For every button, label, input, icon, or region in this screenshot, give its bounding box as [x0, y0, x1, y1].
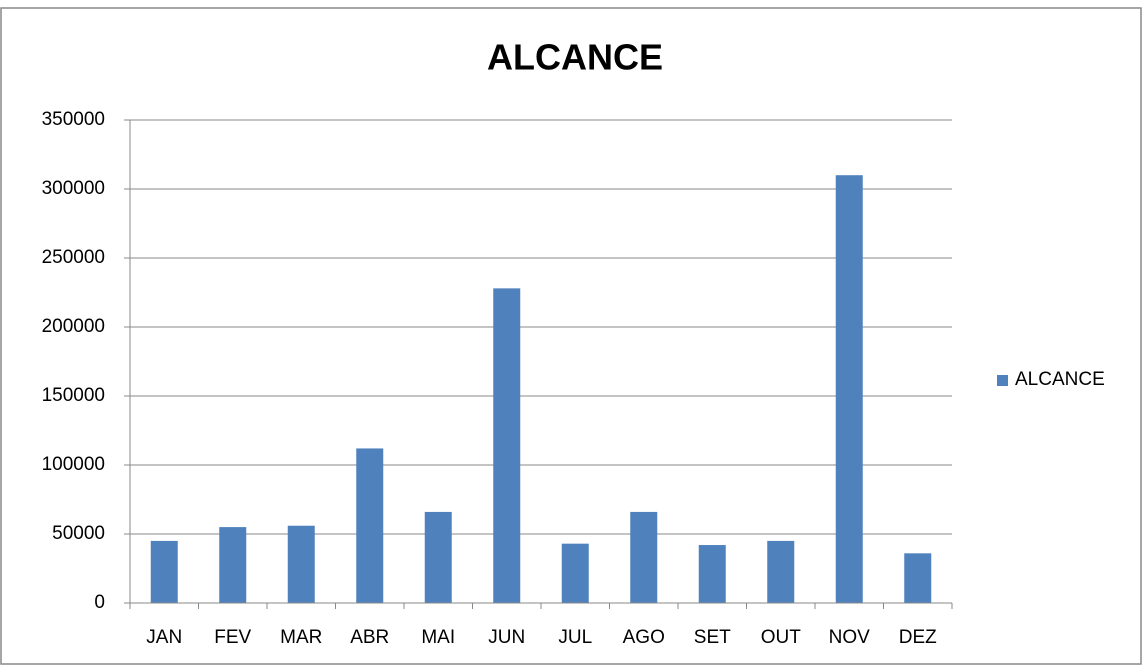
x-tick-label: FEV [214, 627, 251, 648]
y-tick-label: 50000 [52, 523, 105, 544]
bar [424, 511, 452, 603]
legend-swatch [997, 375, 1008, 386]
bar [219, 527, 247, 603]
x-tick-label: OUT [761, 627, 802, 648]
y-tick-label: 250000 [42, 247, 105, 268]
bar [493, 288, 521, 603]
x-tick-label: JUN [488, 627, 525, 648]
x-tick-label: ABR [350, 627, 389, 648]
y-tick-label: 150000 [42, 385, 105, 406]
y-tick-label: 350000 [42, 109, 105, 130]
bar [835, 175, 863, 603]
x-tick-label: SET [694, 627, 731, 648]
legend-label: ALCANCE [1015, 369, 1105, 390]
bar [287, 525, 315, 603]
x-tick-label: MAR [280, 627, 322, 648]
bar [356, 448, 384, 603]
chart-title: ALCANCE [487, 37, 663, 78]
y-tick-label: 200000 [42, 316, 105, 337]
bar [698, 545, 726, 603]
x-tick-label: JAN [146, 627, 182, 648]
bar [150, 540, 178, 603]
bar [630, 511, 658, 603]
bar [767, 540, 795, 603]
bar [904, 553, 932, 603]
x-tick-label: AGO [623, 627, 665, 648]
bar [561, 543, 589, 603]
y-tick-label: 300000 [42, 178, 105, 199]
y-tick-label: 100000 [42, 454, 105, 475]
x-tick-label: MAI [421, 627, 455, 648]
x-tick-label: NOV [829, 627, 871, 648]
x-tick-label: JUL [558, 627, 592, 648]
y-tick-label: 0 [94, 592, 105, 613]
x-tick-label: DEZ [899, 627, 937, 648]
